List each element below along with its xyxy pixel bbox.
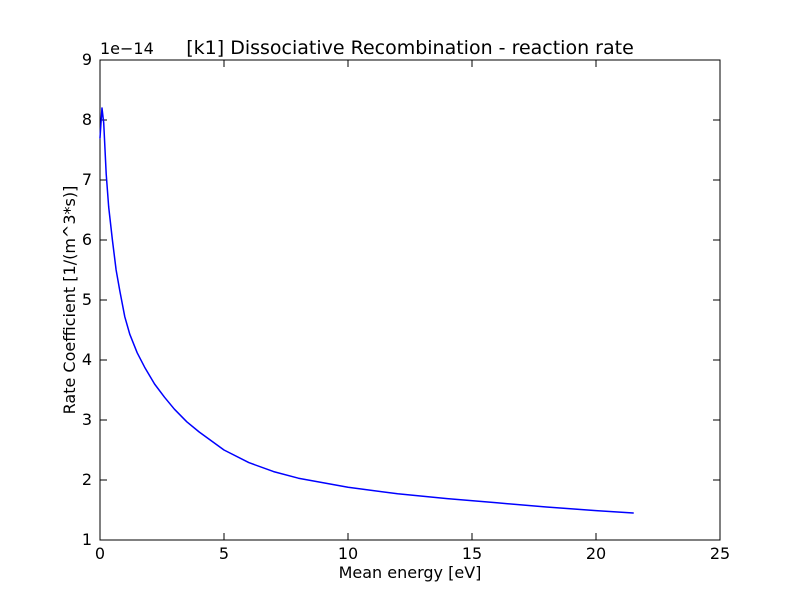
chart-title: [k1] Dissociative Recombination - reacti… xyxy=(186,37,634,59)
y-tick-label: 3 xyxy=(82,410,92,429)
y-tick-label: 6 xyxy=(82,230,92,249)
x-tick-label: 20 xyxy=(586,544,606,563)
series-line-0 xyxy=(99,107,634,514)
y-tick-label: 2 xyxy=(82,470,92,489)
y-tick-label: 7 xyxy=(82,170,92,189)
axis-ticks-group: 0 5 10 15 20 25 1 2 3 4 5 6 7 8 9 xyxy=(82,50,730,563)
x-tick-label: 15 xyxy=(462,544,482,563)
y-tick-label: 9 xyxy=(82,50,92,69)
x-tick-label: 25 xyxy=(710,544,730,563)
x-axis-label: Mean energy [eV] xyxy=(339,563,482,582)
x-tick-label: 0 xyxy=(95,544,105,563)
y-tick-label: 8 xyxy=(82,110,92,129)
y-tick-label: 1 xyxy=(82,530,92,549)
plot-frame xyxy=(99,59,721,541)
y-axis-label: Rate Coefficient [1/(m^3*s)] xyxy=(60,186,79,415)
y-tick-label: 4 xyxy=(82,350,92,369)
x-tick-label: 5 xyxy=(219,544,229,563)
x-tick-label: 10 xyxy=(338,544,358,563)
y-offset-label: 1e−14 xyxy=(100,39,154,58)
plot-area xyxy=(99,59,721,541)
y-tick-label: 5 xyxy=(82,290,92,309)
